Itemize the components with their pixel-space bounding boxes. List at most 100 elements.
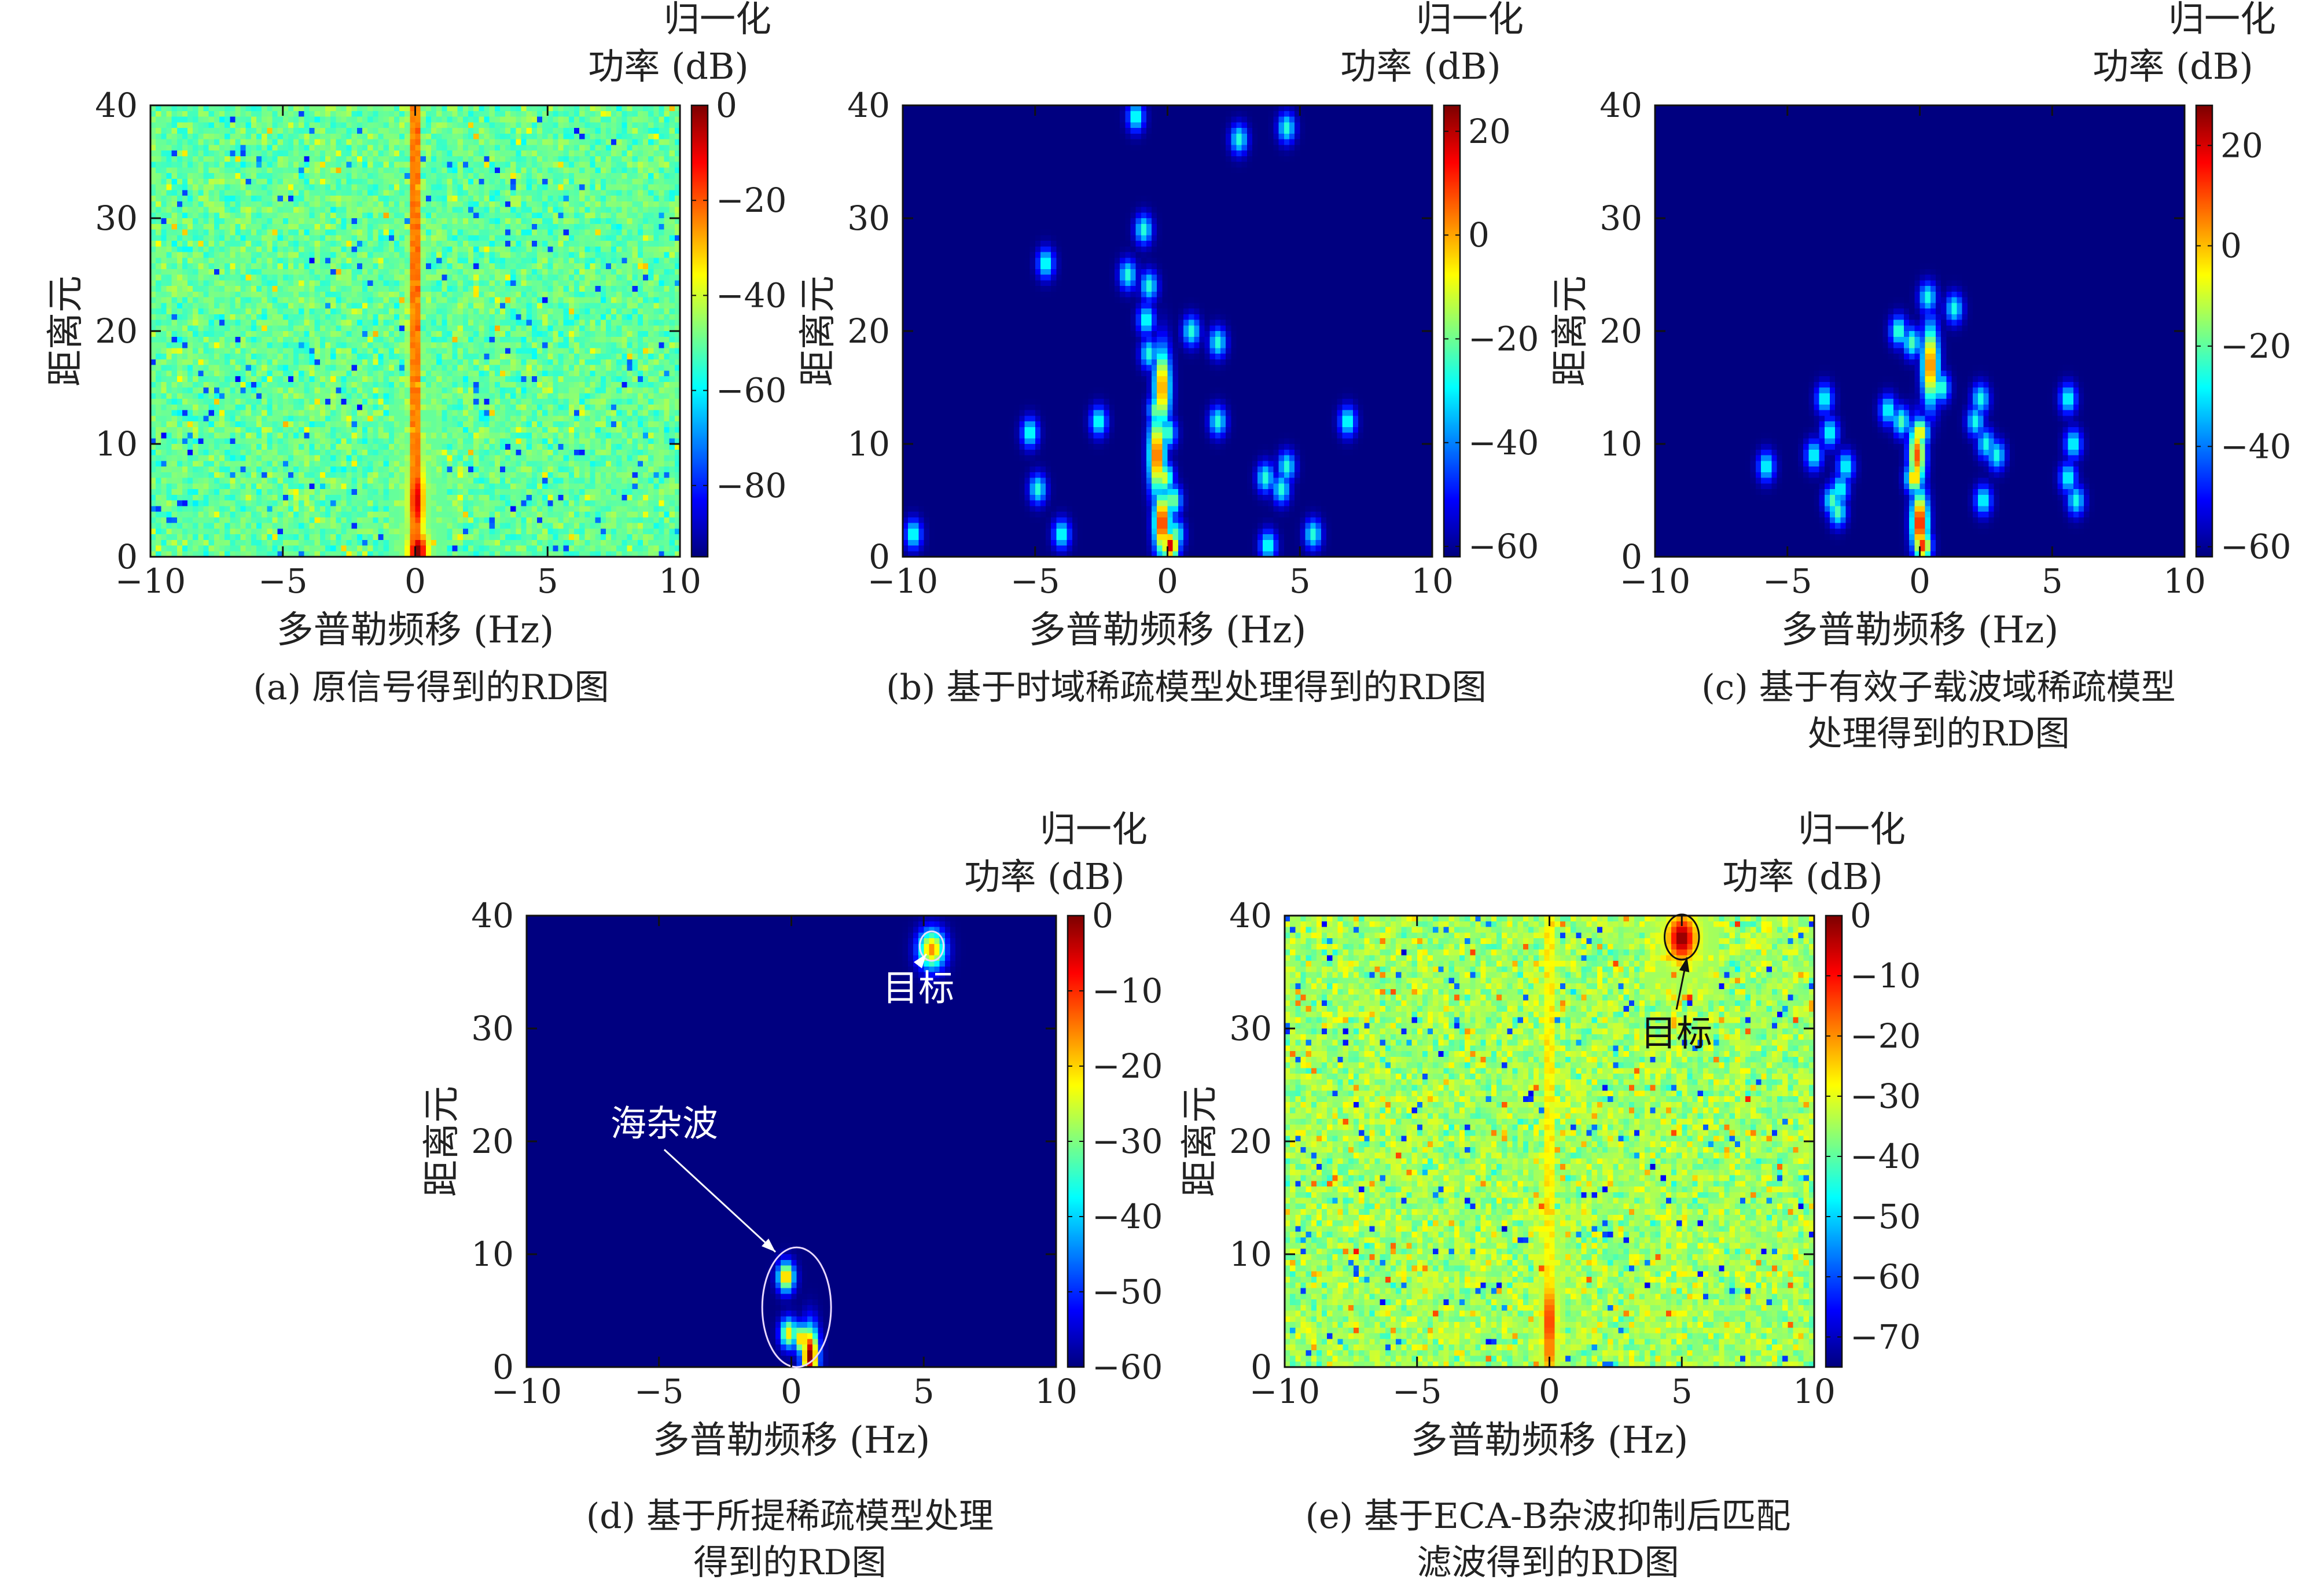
colorbar-gradient bbox=[2196, 105, 2212, 557]
x-tick-label: −10 bbox=[115, 561, 186, 601]
colorbar-title-line-1: 归一化 bbox=[664, 0, 771, 40]
y-tick-label: 30 bbox=[471, 1009, 514, 1048]
x-tick-label: 0 bbox=[1157, 561, 1178, 601]
colorbar-tick-label: 0 bbox=[1468, 215, 1490, 255]
colorbar-tick-label: −20 bbox=[1850, 1016, 1921, 1056]
panel-b: −10 −5 0 5 10 0 10 20 30 40 多普勒频移 (Hz) 距离元 20 0 −20 −40… bbox=[752, 0, 1562, 758]
colorbar-tick-label: 0 bbox=[2220, 226, 2242, 266]
x-tick-label: 5 bbox=[1671, 1372, 1693, 1411]
colorbar-tick-label: −60 bbox=[1092, 1347, 1163, 1387]
y-tick-label: 20 bbox=[95, 311, 138, 351]
colorbar-frame bbox=[690, 104, 709, 558]
y-tick-label: 10 bbox=[1229, 1235, 1272, 1274]
x-tick-label: 5 bbox=[1289, 561, 1311, 601]
colorbar-tick-label: −60 bbox=[716, 371, 786, 410]
colorbar-frame bbox=[2195, 104, 2213, 558]
annotation-label-1: 海杂波 bbox=[611, 1102, 718, 1144]
y-tick-label: 40 bbox=[847, 86, 890, 125]
colorbar-tick-label: −80 bbox=[716, 466, 786, 505]
caption-e-line-1: (e) 基于ECA-B杂波抑制后匹配 bbox=[1305, 1496, 1791, 1537]
caption-c-line-2: 处理得到的RD图 bbox=[1807, 714, 2070, 754]
x-tick-label: −10 bbox=[491, 1372, 562, 1411]
x-tick-label: −5 bbox=[1763, 561, 1812, 601]
colorbar-title-line-1: 归一化 bbox=[2168, 0, 2276, 40]
caption-a-line-1: (a) 原信号得到的RD图 bbox=[253, 667, 609, 708]
caption-d-line-1: (d) 基于所提稀疏模型处理 bbox=[586, 1496, 994, 1537]
heatmap-image bbox=[150, 105, 680, 557]
panel-a: −10 −5 0 5 10 0 10 20 30 40 多普勒频移 (Hz) 距离元 0 −20 −40 −6… bbox=[0, 0, 804, 758]
y-tick-label: 30 bbox=[847, 199, 890, 238]
colorbar-gradient bbox=[1444, 105, 1460, 557]
colorbar-tick-label: 0 bbox=[716, 86, 737, 125]
y-axis-label: 距离元 bbox=[1179, 1086, 1222, 1197]
y-tick-label: 10 bbox=[95, 424, 138, 464]
x-tick-label: −5 bbox=[1392, 1372, 1442, 1411]
y-tick-label: 0 bbox=[1251, 1347, 1272, 1387]
y-tick-label: 10 bbox=[471, 1235, 514, 1274]
x-tick-label: −5 bbox=[258, 561, 308, 601]
colorbar-title-line-1: 归一化 bbox=[1416, 0, 1524, 40]
x-tick-label: −5 bbox=[634, 1372, 684, 1411]
x-tick-label: 5 bbox=[2042, 561, 2063, 601]
x-tick-label: 10 bbox=[2163, 561, 2206, 601]
x-axis-label: 多普勒频移 (Hz) bbox=[1411, 1419, 1689, 1462]
colorbar-title-line-2: 功率 (dB) bbox=[588, 45, 748, 87]
annotation-label-0: 目标 bbox=[882, 967, 954, 1009]
colorbar-frame bbox=[1825, 914, 1843, 1368]
colorbar-title-line-2: 功率 (dB) bbox=[1722, 855, 1882, 898]
colorbar-tick-label: −20 bbox=[2220, 326, 2291, 366]
x-tick-label: −5 bbox=[1010, 561, 1060, 601]
y-tick-label: 0 bbox=[1621, 537, 1642, 576]
colorbar-title-line-2: 功率 (dB) bbox=[2093, 45, 2253, 87]
colorbar-tick-label: −50 bbox=[1850, 1197, 1921, 1236]
caption-c-line-1: (c) 基于有效子载波域稀疏模型 bbox=[1701, 667, 2176, 708]
colorbar-tick-label: 0 bbox=[1092, 896, 1113, 935]
colorbar-tick-label: −10 bbox=[1092, 971, 1163, 1011]
y-axis-label: 距离元 bbox=[797, 275, 840, 387]
y-tick-label: 20 bbox=[1229, 1122, 1272, 1161]
colorbar-tick-label: −70 bbox=[1850, 1317, 1921, 1357]
colorbar-tick-label: −10 bbox=[1850, 956, 1921, 995]
colorbar-tick-label: −60 bbox=[2220, 527, 2291, 567]
colorbar-tick-label: −40 bbox=[716, 275, 786, 315]
x-tick-label: 0 bbox=[405, 561, 426, 601]
x-tick-label: 10 bbox=[1035, 1372, 1078, 1411]
colorbar-tick-label: 0 bbox=[1850, 896, 1871, 935]
x-axis-label: 多普勒频移 (Hz) bbox=[653, 1419, 931, 1462]
y-tick-label: 40 bbox=[471, 896, 514, 935]
x-tick-label: 10 bbox=[659, 561, 701, 601]
colorbar-tick-label: −30 bbox=[1092, 1122, 1163, 1161]
x-axis-label: 多普勒频移 (Hz) bbox=[1029, 609, 1307, 652]
panel-d: 目标 海杂波 −10 −5 0 5 10 0 10 20 30 40 多普勒频移 (Hz) 距离元 0 −10… bbox=[376, 808, 1186, 1580]
heatmap-image bbox=[527, 916, 1056, 1367]
y-tick-label: 20 bbox=[471, 1122, 514, 1161]
colorbar-frame bbox=[1443, 104, 1461, 558]
colorbar-tick-label: −40 bbox=[1850, 1137, 1921, 1176]
x-tick-label: 0 bbox=[1909, 561, 1930, 601]
highlight-circle-0 bbox=[918, 930, 945, 962]
caption-d: (d) 基于所提稀疏模型处理 得到的RD图 bbox=[414, 1493, 1166, 1586]
panel-c: −10 −5 0 5 10 0 10 20 30 40 多普勒频移 (Hz) 距离元 20 0 −20 −40… bbox=[1505, 0, 2321, 758]
y-tick-label: 20 bbox=[847, 311, 890, 351]
colorbar-tick-label: −50 bbox=[1092, 1272, 1163, 1312]
x-tick-label: −10 bbox=[1620, 561, 1690, 601]
annotation-arrowhead-1 bbox=[762, 1239, 776, 1252]
y-axis-label: 距离元 bbox=[45, 275, 87, 387]
caption-e-line-2: 滤波得到的RD图 bbox=[1417, 1542, 1679, 1583]
colorbar-title-line-1: 归一化 bbox=[1040, 810, 1148, 850]
y-tick-label: 30 bbox=[1599, 199, 1642, 238]
colorbar-tick-label: −40 bbox=[1092, 1197, 1163, 1236]
x-axis-label: 多普勒频移 (Hz) bbox=[277, 609, 554, 652]
caption-d-line-2: 得到的RD图 bbox=[693, 1542, 887, 1583]
caption-a: (a) 原信号得到的RD图 bbox=[55, 664, 807, 711]
x-tick-label: 10 bbox=[1411, 561, 1454, 601]
colorbar-title-line-2: 功率 (dB) bbox=[964, 855, 1124, 898]
y-tick-label: 20 bbox=[1599, 311, 1642, 351]
y-tick-label: 0 bbox=[116, 537, 138, 576]
x-axis-label: 多普勒频移 (Hz) bbox=[1781, 609, 2059, 652]
highlight-circle-1 bbox=[761, 1246, 832, 1368]
